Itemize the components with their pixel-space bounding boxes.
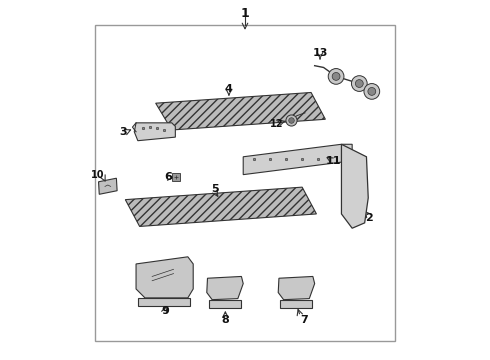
Text: 9: 9 [162, 306, 170, 316]
Circle shape [368, 87, 376, 95]
Polygon shape [243, 144, 352, 175]
Text: 12: 12 [270, 118, 284, 129]
Polygon shape [156, 93, 325, 130]
Text: 11: 11 [326, 156, 342, 166]
Text: 2: 2 [366, 212, 373, 222]
Circle shape [332, 72, 340, 80]
Circle shape [355, 80, 363, 87]
Polygon shape [207, 276, 243, 300]
Polygon shape [136, 257, 193, 298]
Polygon shape [98, 178, 117, 194]
Polygon shape [134, 123, 175, 141]
Text: 10: 10 [91, 170, 104, 180]
Polygon shape [209, 300, 241, 308]
Polygon shape [138, 298, 190, 306]
Circle shape [351, 76, 367, 91]
Text: 3: 3 [119, 127, 126, 137]
Polygon shape [278, 276, 315, 300]
Circle shape [364, 84, 380, 99]
Circle shape [328, 68, 344, 84]
Polygon shape [280, 300, 312, 308]
Text: 6: 6 [164, 172, 172, 183]
Polygon shape [342, 144, 368, 228]
Text: 8: 8 [221, 315, 229, 325]
Text: 13: 13 [312, 48, 328, 58]
Text: 1: 1 [241, 8, 249, 21]
Text: 5: 5 [211, 184, 219, 194]
Text: 7: 7 [300, 315, 308, 325]
Polygon shape [125, 187, 317, 226]
Text: 4: 4 [225, 84, 233, 94]
